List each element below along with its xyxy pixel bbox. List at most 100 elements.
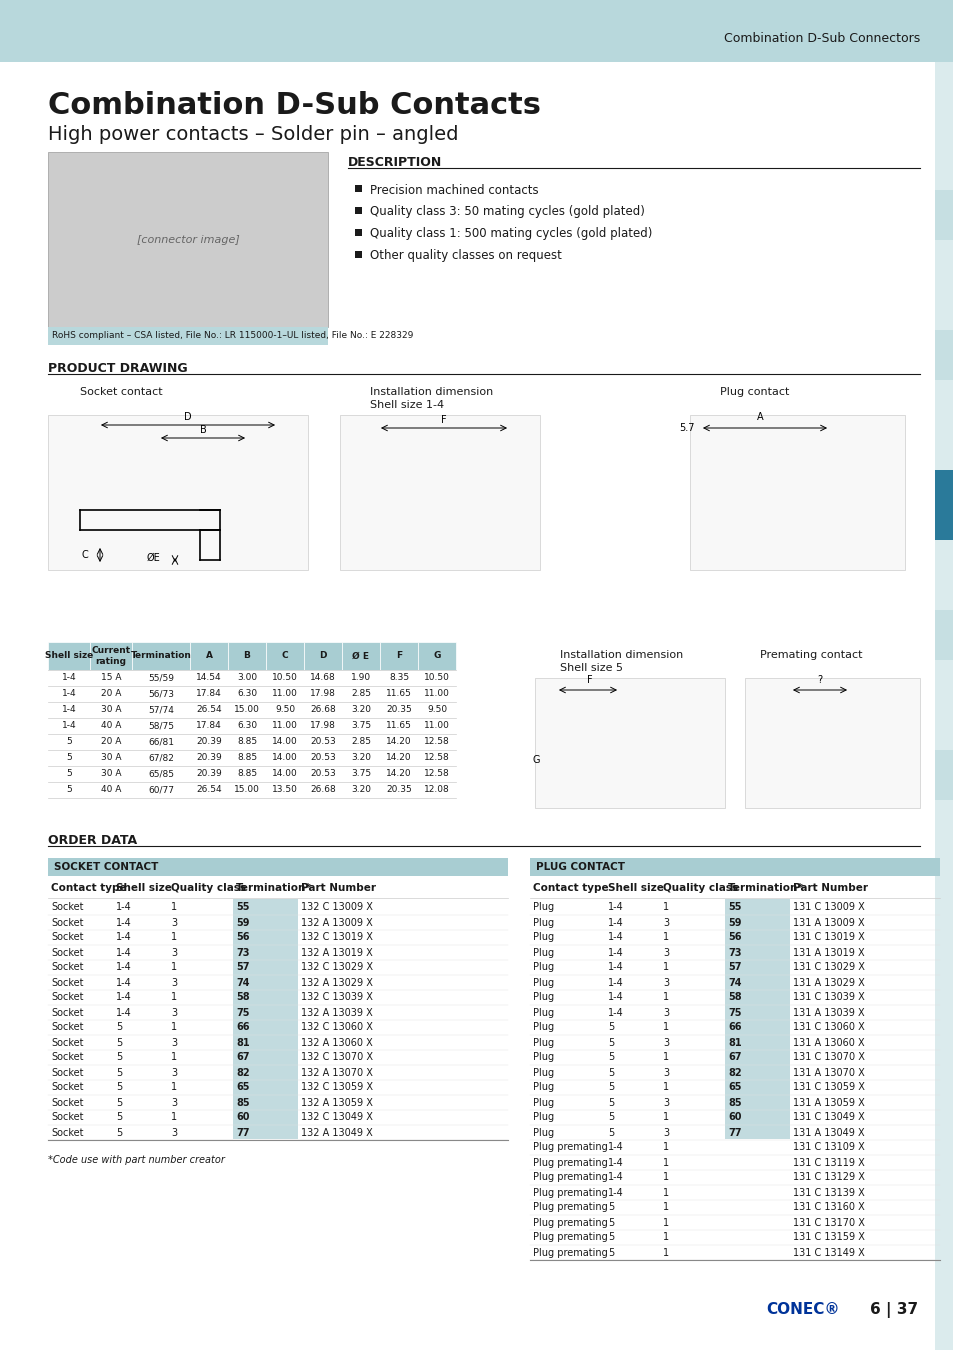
Text: 1-4: 1-4	[607, 933, 623, 942]
Text: 131 A 13029 X: 131 A 13029 X	[792, 977, 863, 987]
Text: Plug premating: Plug premating	[533, 1188, 607, 1197]
Text: 3.20: 3.20	[351, 753, 371, 763]
Text: 1-4: 1-4	[116, 977, 132, 987]
Text: 1-4: 1-4	[607, 963, 623, 972]
Text: 132 A 13039 X: 132 A 13039 X	[301, 1007, 373, 1018]
Text: 9.50: 9.50	[274, 706, 294, 714]
Text: 131 A 13039 X: 131 A 13039 X	[792, 1007, 863, 1018]
Text: 1: 1	[662, 1247, 668, 1257]
Text: 1: 1	[171, 933, 177, 942]
Text: Plug: Plug	[533, 1053, 554, 1062]
Text: 1-4: 1-4	[62, 690, 76, 698]
Text: Socket: Socket	[51, 1022, 84, 1033]
Text: Socket contact: Socket contact	[80, 387, 162, 397]
Text: C: C	[81, 549, 88, 560]
Text: Plug contact: Plug contact	[720, 387, 788, 397]
Bar	[48, 327, 328, 346]
Text: Socket: Socket	[51, 933, 84, 942]
Bar	[724, 914, 789, 929]
Bar	[48, 643, 90, 670]
Text: 5: 5	[607, 1203, 614, 1212]
Text: *Code use with part number creator: *Code use with part number creator	[48, 1156, 225, 1165]
Text: 1: 1	[662, 1083, 668, 1092]
Text: 3: 3	[662, 918, 668, 927]
Text: 1-4: 1-4	[607, 918, 623, 927]
Text: Contact type: Contact type	[51, 883, 127, 892]
Text: 73: 73	[235, 948, 250, 957]
Text: 10.50: 10.50	[424, 674, 450, 683]
Text: 2.85: 2.85	[351, 737, 371, 747]
Text: 15 A: 15 A	[101, 674, 121, 683]
Text: C: C	[281, 652, 288, 660]
Text: 5: 5	[116, 1038, 122, 1048]
Text: 1-4: 1-4	[607, 948, 623, 957]
Text: 3: 3	[171, 1068, 177, 1077]
Text: 55: 55	[235, 903, 250, 913]
Text: 6.30: 6.30	[236, 721, 256, 730]
Text: 131 A 13059 X: 131 A 13059 X	[792, 1098, 863, 1107]
Text: Plug premating: Plug premating	[533, 1203, 607, 1212]
Bar	[233, 1064, 297, 1079]
Text: 131 C 13149 X: 131 C 13149 X	[792, 1247, 863, 1257]
Text: 131 A 13009 X: 131 A 13009 X	[792, 918, 863, 927]
Text: 20 A: 20 A	[101, 737, 121, 747]
Text: Plug premating: Plug premating	[533, 1218, 607, 1227]
Text: 3.20: 3.20	[351, 706, 371, 714]
Text: 1-4: 1-4	[116, 1007, 132, 1018]
Bar	[90, 643, 132, 670]
Text: 131 C 13059 X: 131 C 13059 X	[792, 1083, 864, 1092]
Bar	[48, 414, 308, 570]
Bar	[934, 329, 953, 379]
Text: 58: 58	[235, 992, 250, 1003]
Text: Plug: Plug	[533, 992, 554, 1003]
Text: Socket: Socket	[51, 1068, 84, 1077]
Text: Socket: Socket	[51, 903, 84, 913]
Text: F: F	[440, 414, 446, 425]
Text: 5: 5	[116, 1022, 122, 1033]
Bar	[724, 958, 789, 973]
Bar	[934, 610, 953, 660]
Text: 20.39: 20.39	[196, 753, 222, 763]
Text: 3.75: 3.75	[351, 721, 371, 730]
Text: 132 C 13060 X: 132 C 13060 X	[301, 1022, 373, 1033]
Text: 5: 5	[116, 1112, 122, 1122]
Text: DESCRIPTION: DESCRIPTION	[348, 155, 442, 169]
Text: 132 C 13070 X: 132 C 13070 X	[301, 1053, 373, 1062]
Text: 3: 3	[662, 977, 668, 987]
Bar	[724, 1004, 789, 1019]
Text: 55: 55	[727, 903, 740, 913]
Text: Plug: Plug	[533, 1127, 554, 1138]
Bar	[304, 643, 341, 670]
Text: 20.39: 20.39	[196, 737, 222, 747]
Text: 81: 81	[235, 1038, 250, 1048]
Text: 132 C 13039 X: 132 C 13039 X	[301, 992, 373, 1003]
Text: 1-4: 1-4	[607, 1188, 623, 1197]
Bar	[190, 643, 228, 670]
Text: 3: 3	[662, 1127, 668, 1138]
Text: 5: 5	[116, 1068, 122, 1077]
Text: 17.84: 17.84	[196, 721, 222, 730]
Text: CONEC®: CONEC®	[765, 1303, 840, 1318]
Text: 131 C 13119 X: 131 C 13119 X	[792, 1157, 863, 1168]
Text: 1: 1	[171, 963, 177, 972]
Text: Socket: Socket	[51, 1127, 84, 1138]
Text: Socket: Socket	[51, 977, 84, 987]
Text: 5: 5	[66, 786, 71, 795]
Text: D: D	[319, 652, 327, 660]
Text: 3: 3	[662, 1007, 668, 1018]
Text: 5: 5	[607, 1068, 614, 1077]
Text: Plug premating: Plug premating	[533, 1157, 607, 1168]
Text: 131 C 13139 X: 131 C 13139 X	[792, 1188, 863, 1197]
Bar	[233, 958, 297, 973]
Text: Plug premating: Plug premating	[533, 1142, 607, 1153]
Text: 5: 5	[607, 1127, 614, 1138]
Bar	[934, 62, 953, 1350]
Text: 1: 1	[662, 1053, 668, 1062]
Text: 1: 1	[171, 992, 177, 1003]
Text: 131 A 13060 X: 131 A 13060 X	[792, 1038, 863, 1048]
Text: Plug premating: Plug premating	[533, 1247, 607, 1257]
Bar	[724, 973, 789, 990]
Bar	[355, 185, 361, 192]
Text: 65: 65	[727, 1083, 740, 1092]
Text: 17.98: 17.98	[310, 690, 335, 698]
